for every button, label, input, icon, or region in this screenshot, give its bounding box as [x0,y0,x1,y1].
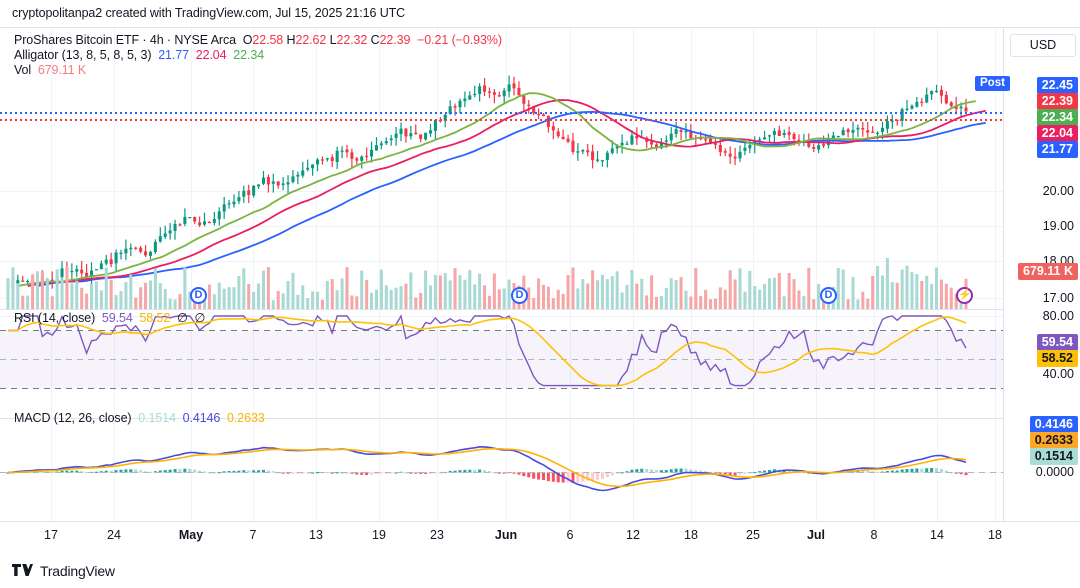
alligator-teeth-value: 22.04 [195,48,227,62]
interval-label[interactable]: 4h [149,33,164,47]
earnings-marker[interactable]: ⚡ [956,287,973,304]
price-tick: 19.00 [1042,219,1074,233]
exchange-label: NYSE Arca [174,33,236,47]
alligator-lips-value: 22.34 [233,48,265,62]
candlestick-series [6,75,968,295]
macd-hist-value: 0.1514 [138,411,176,425]
alligator-teeth-line [27,99,986,287]
time-tick: 18 [988,528,1002,542]
macd-histogram [6,467,968,483]
tradingview-logo-icon [12,564,33,576]
volume-series [6,258,968,309]
time-tick: Jun [494,528,518,542]
price-tick: 17.00 [1042,291,1074,305]
macd-signal-value: 0.2633 [227,411,265,425]
alligator-jaw-line [37,110,986,287]
rsi-legend: RSI (14, close) 59.54 58.52 ∅ ∅ [14,311,205,326]
macd-tick: 0.0000 [1035,465,1074,479]
footer-brand: TradingView [40,563,115,579]
rsi-tick: 80.00 [1042,309,1074,323]
volume-row: Vol 679.11 K [14,63,502,78]
macd-legend: MACD (12, 26, close) 0.1514 0.4146 0.263… [14,411,265,426]
time-tick: 18 [684,528,698,542]
alligator-jaw-value: 21.77 [158,48,189,62]
chart-canvas [0,28,1003,521]
legend-sep-2: · [163,33,175,47]
macd-hist-value[interactable]: 0.1514 [1029,448,1078,465]
alligator-row: Alligator (13, 8, 5, 8, 5, 3) 21.77 22.0… [14,48,502,63]
rsi-ma-value[interactable]: 58.52 [1036,350,1078,367]
post-price[interactable]: 22.45 [1036,77,1078,94]
plot-area[interactable] [0,28,1003,521]
time-tick: 7 [249,528,257,542]
volume-value[interactable]: 679.11 K [1017,263,1078,280]
macd-title[interactable]: MACD (12, 26, close) [14,411,132,425]
dividend-marker[interactable]: D [820,287,837,304]
post-market-tag: Post [975,76,1010,91]
alligator-lips-line [17,92,976,287]
rsi-title[interactable]: RSI (14, close) [14,311,96,325]
time-tick: 25 [746,528,760,542]
macd-line [7,445,967,492]
rsi-value: 59.54 [101,311,133,325]
dividend-marker[interactable]: D [190,287,207,304]
macd-signal-value[interactable]: 0.2633 [1029,432,1078,449]
volume-label[interactable]: Vol [14,63,32,77]
close-value: 22.39 [379,33,411,47]
low-value: 22.32 [336,33,368,47]
rsi-line [8,314,967,387]
time-tick: May [178,528,204,542]
alligator-jaw[interactable]: 21.77 [1036,141,1078,158]
attribution-text: cryptopolitanpa2 created with TradingVie… [12,6,406,20]
macd-signal-line [7,447,967,488]
alligator-lips[interactable]: 22.34 [1036,109,1078,126]
rsi-ma-value: 58.52 [139,311,171,325]
time-tick: 24 [107,528,121,542]
rsi-value[interactable]: 59.54 [1036,334,1078,351]
time-tick: 6 [566,528,574,542]
legend-sep-1: · [139,33,150,47]
time-tick: 13 [309,528,323,542]
time-tick: 14 [930,528,944,542]
rsi-ma-line [8,316,967,387]
dividend-marker[interactable]: D [511,287,528,304]
low-label: L [329,33,337,47]
main-legend: ProShares Bitcoin ETF · 4h · NYSE Arca O… [14,33,502,78]
volume-value: 679.11 K [37,63,87,77]
high-value: 22.62 [295,33,327,47]
rsi-empty-1: ∅ [176,311,188,325]
footer: TradingView [12,563,115,579]
chart-frame: USD 20.00 19.00 18.00 17.00 22.45 22.39 22.34 2… [0,27,1080,522]
high-label: H [286,33,296,47]
rsi-tick: 40.00 [1042,367,1074,381]
open-value: 22.58 [252,33,284,47]
macd-line-value[interactable]: 0.4146 [1029,416,1078,433]
time-axis[interactable]: 17 24 May 7 13 19 23 Jun 6 12 18 25 Jul 8 14 18 [0,523,1080,549]
time-tick: 8 [870,528,878,542]
time-tick: 19 [372,528,386,542]
time-tick: 17 [44,528,58,542]
change-value: −0.21 (−0.93%) [417,33,502,47]
symbol-ohlc-row: ProShares Bitcoin ETF · 4h · NYSE Arca O… [14,33,502,48]
open-label: O [242,33,253,47]
time-tick: Jul [806,528,826,542]
alligator-teeth[interactable]: 22.04 [1036,125,1078,142]
symbol-name[interactable]: ProShares Bitcoin ETF [14,33,140,47]
currency-label: USD [1010,34,1076,57]
macd-line-value: 0.4146 [182,411,221,425]
close-label: C [370,33,380,47]
price-tick: 20.00 [1042,184,1074,198]
rsi-empty-2: ∅ [194,311,206,325]
alligator-title[interactable]: Alligator (13, 8, 5, 8, 5, 3) [14,48,152,62]
time-tick: 23 [430,528,444,542]
last-price[interactable]: 22.39 [1036,93,1078,110]
price-axis[interactable]: USD 20.00 19.00 18.00 17.00 22.45 22.39 22.34 2… [1003,28,1080,521]
time-tick: 12 [626,528,640,542]
